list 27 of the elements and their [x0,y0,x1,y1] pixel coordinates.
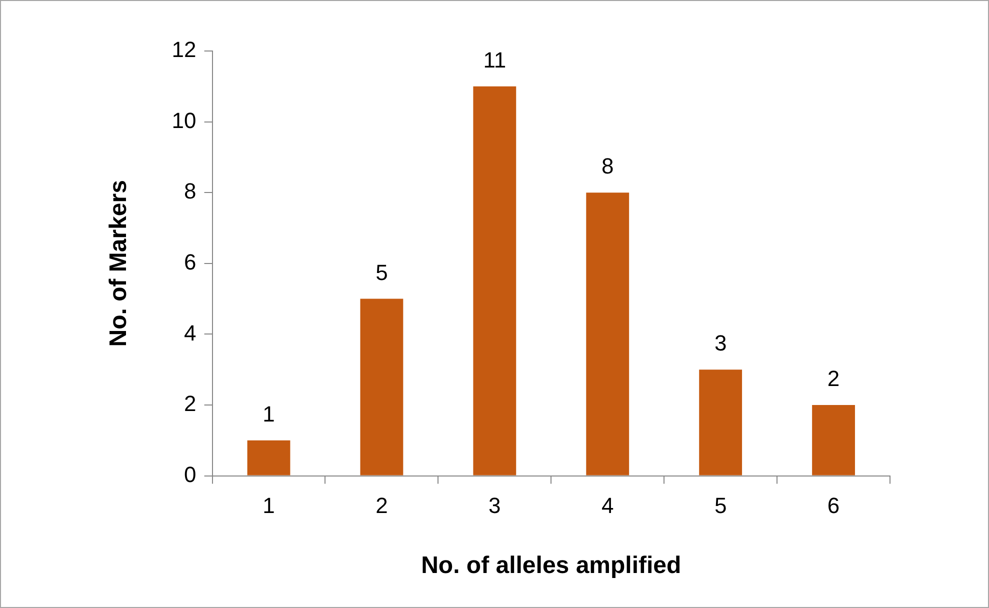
y-tick-label: 2 [184,391,196,416]
data-label: 5 [376,260,388,285]
x-tick-label: 4 [601,493,614,518]
x-axis-title: No. of alleles amplified [421,552,682,580]
bar [699,370,742,476]
y-axis-title: No. of Markers [105,180,132,347]
y-tick-label: 4 [184,320,196,346]
bar [586,192,630,476]
y-tick-label: 12 [172,37,196,62]
bar [473,86,516,476]
x-tick-label: 1 [262,493,275,518]
x-tick-label: 3 [488,493,501,518]
x-tick-label: 5 [714,493,727,518]
data-label: 1 [262,401,275,426]
bar [247,440,290,476]
bar [360,298,404,476]
data-label: 11 [483,47,506,72]
data-label: 8 [601,154,614,179]
y-tick-label: 10 [172,108,196,133]
y-tick-label: 8 [184,178,196,204]
x-tick-label: 6 [827,493,840,518]
bar [812,405,855,476]
y-tick-label: 0 [184,462,196,487]
x-tick-label: 2 [376,493,388,518]
data-label: 3 [714,330,727,356]
y-tick-label: 6 [184,249,196,274]
data-label: 2 [827,366,840,392]
